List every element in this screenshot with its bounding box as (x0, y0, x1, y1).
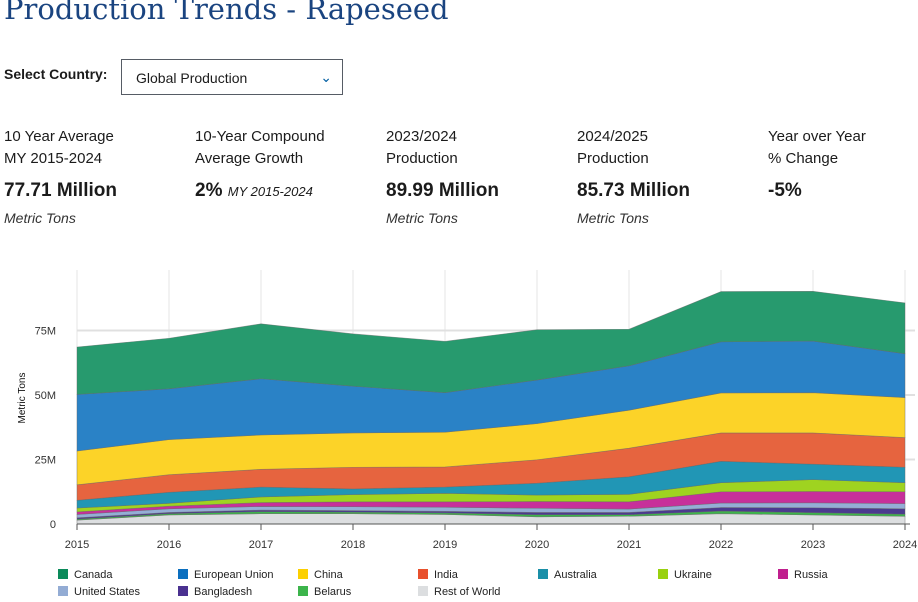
x-tick-label: 2015 (65, 539, 89, 551)
stat-value: -5% (768, 180, 918, 206)
legend-label: United States (74, 586, 141, 598)
stat-block: Year over Year % Change -5% (768, 126, 918, 210)
legend-item[interactable]: Bangladesh (178, 586, 252, 598)
legend-item[interactable]: Australia (538, 569, 597, 581)
legend-label: Canada (74, 569, 113, 581)
stat-unit: Metric Tons (577, 210, 649, 226)
stat-value-text: 89.99 Million (386, 180, 499, 201)
stat-label: 2024/2025 (577, 128, 648, 145)
legend-item[interactable]: United States (58, 586, 140, 598)
legend-swatch (538, 569, 548, 579)
legend-item[interactable]: Rest of World (418, 586, 500, 598)
y-tick-label: 25M (35, 455, 56, 467)
x-tick-label: 2019 (433, 539, 457, 551)
x-tick-label: 2018 (341, 539, 365, 551)
stat-block: 10 Year Average MY 2015-2024 77.71 Milli… (4, 126, 184, 226)
chart-legend: Canada European Union China India Australia U… (0, 566, 918, 602)
legend-swatch (58, 569, 68, 579)
stat-value-text: 85.73 Million (577, 180, 690, 201)
country-select-value: Global Production (136, 70, 248, 86)
legend-swatch (418, 586, 428, 596)
x-tick-label: 2017 (249, 539, 273, 551)
chevron-down-icon: ⌄ (320, 69, 332, 85)
stat-block: 2024/2025 Production 85.73 Million Metri… (577, 126, 757, 226)
country-select[interactable]: Global Production ⌄ (121, 59, 343, 95)
legend-swatch (418, 569, 428, 579)
x-tick-label: 2023 (801, 539, 825, 551)
legend-swatch (778, 569, 788, 579)
legend-label: Russia (794, 569, 828, 581)
stat-note: MY 2015-2024 (227, 184, 313, 199)
stat-label: 10 Year Average (4, 128, 114, 145)
stat-value: 85.73 Million (577, 180, 757, 206)
stacked-area-chart: 0 25M 50M 75M 2015 2016 2017 2018 2019 2020 2021 20… (17, 270, 917, 551)
y-tick-label: 75M (35, 326, 56, 338)
stat-unit: Metric Tons (386, 210, 458, 226)
legend-item[interactable]: Belarus (298, 586, 351, 598)
stat-value: 89.99 Million (386, 180, 566, 206)
stat-label: Production (577, 150, 649, 167)
area-canada[interactable] (76, 290, 906, 395)
legend-swatch (298, 569, 308, 579)
legend-label: Ukraine (674, 569, 712, 581)
stat-label: Year over Year (768, 128, 866, 145)
x-tick-label: 2021 (617, 539, 641, 551)
legend-item[interactable]: European Union (178, 569, 274, 581)
legend-item[interactable]: Ukraine (658, 569, 712, 581)
legend-label: China (314, 569, 343, 581)
legend-label: Rest of World (434, 586, 501, 598)
x-tick-label: 2022 (709, 539, 733, 551)
stat-block: 10-Year Compound Average Growth 2% MY 20… (195, 126, 375, 210)
stat-value-text: -5% (768, 180, 802, 201)
legend-swatch (298, 586, 308, 596)
stat-label: % Change (768, 150, 839, 167)
legend-item[interactable]: Canada (58, 569, 113, 581)
x-tick-label: 2020 (525, 539, 549, 551)
stat-label: MY 2015-2024 (4, 150, 103, 167)
stat-value: 2% MY 2015-2024 (195, 180, 375, 206)
legend-swatch (658, 569, 668, 579)
stat-value-text: 2% (195, 180, 223, 201)
legend-label: Australia (554, 569, 597, 581)
stat-unit: Metric Tons (4, 210, 76, 226)
stat-block: 2023/2024 Production 89.99 Million Metri… (386, 126, 566, 226)
stat-value-text: 77.71 Million (4, 180, 117, 201)
x-tick-label: 2016 (157, 539, 181, 551)
stat-label: Production (386, 150, 458, 167)
legend-label: India (434, 569, 458, 581)
y-tick-label: 0 (50, 519, 56, 531)
x-tick-label: 2024 (893, 539, 917, 551)
legend-item[interactable]: China (298, 569, 343, 581)
y-tick-label: 50M (35, 390, 56, 402)
legend-swatch (178, 569, 188, 579)
stat-value: 77.71 Million (4, 180, 184, 206)
stat-label: Average Growth (195, 150, 304, 167)
legend-item[interactable]: Russia (778, 569, 828, 581)
select-country-label: Select Country: (4, 66, 108, 82)
y-axis-title: Metric Tons (17, 373, 28, 424)
legend-label: Belarus (314, 586, 352, 598)
legend-label: European Union (194, 569, 274, 581)
legend-swatch (58, 586, 68, 596)
legend-item[interactable]: India (418, 569, 458, 581)
legend-swatch (178, 586, 188, 596)
stat-label: 10-Year Compound (195, 128, 325, 145)
legend-label: Bangladesh (194, 586, 253, 598)
stat-label: 2023/2024 (386, 128, 457, 145)
page-title: Production Trends - Rapeseed (4, 0, 449, 26)
